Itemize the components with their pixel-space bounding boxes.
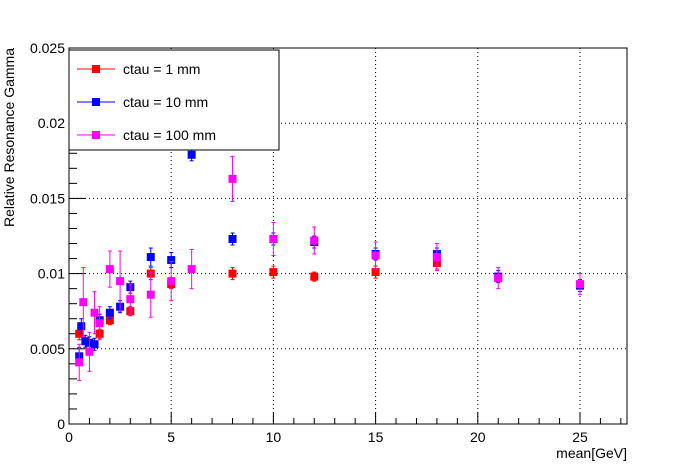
data-point bbox=[75, 358, 84, 367]
x-tick-label: 5 bbox=[167, 429, 175, 445]
data-point bbox=[90, 340, 99, 349]
data-point bbox=[81, 337, 90, 346]
data-point bbox=[432, 253, 441, 262]
data-point bbox=[187, 150, 196, 159]
legend-marker bbox=[92, 98, 100, 106]
data-point bbox=[85, 347, 94, 356]
y-tick-label: 0.015 bbox=[30, 190, 65, 206]
x-tick-label: 25 bbox=[572, 429, 588, 445]
data-point bbox=[575, 280, 584, 289]
data-point bbox=[77, 322, 86, 331]
legend-item: ctau = 100 mm bbox=[77, 127, 216, 143]
x-tick-label: 10 bbox=[266, 429, 282, 445]
data-point bbox=[494, 274, 503, 283]
legend-label: ctau = 1 mm bbox=[123, 61, 200, 77]
data-point bbox=[95, 319, 104, 328]
data-point bbox=[75, 329, 84, 338]
y-tick-label: 0.02 bbox=[38, 115, 65, 131]
x-tick-label: 15 bbox=[368, 429, 384, 445]
data-point bbox=[79, 298, 88, 307]
series-3 bbox=[75, 155, 584, 381]
data-point bbox=[167, 256, 176, 265]
x-axis-label: mean[GeV] bbox=[556, 445, 627, 461]
x-tick-label: 20 bbox=[470, 429, 486, 445]
axes: 0 5 10 15 20 25 0 0.005 0.01 0.015 0.02 0.025 bbox=[30, 40, 622, 445]
data-point bbox=[116, 277, 125, 286]
data-point bbox=[126, 295, 135, 304]
data-point bbox=[228, 174, 237, 183]
data-point bbox=[105, 308, 114, 317]
x-tick-label: 0 bbox=[65, 429, 73, 445]
y-tick-label: 0.025 bbox=[30, 40, 65, 56]
y-tick-label: 0 bbox=[57, 416, 65, 432]
data-point bbox=[228, 269, 237, 278]
data-point bbox=[105, 316, 114, 325]
legend-label: ctau = 10 mm bbox=[123, 94, 208, 110]
y-tick-label: 0.01 bbox=[38, 266, 65, 282]
legend-box bbox=[68, 49, 280, 151]
data-point bbox=[269, 268, 278, 277]
data-point bbox=[146, 290, 155, 299]
legend-marker bbox=[92, 131, 100, 139]
data-point bbox=[310, 272, 319, 281]
data-point bbox=[146, 253, 155, 262]
data-point bbox=[269, 235, 278, 244]
data-point bbox=[167, 277, 176, 286]
data-point bbox=[228, 235, 237, 244]
y-tick-label: 0.005 bbox=[30, 341, 65, 357]
y-axis-label: Relative Resonance Gamma bbox=[1, 48, 17, 227]
data-point bbox=[371, 251, 380, 260]
data-point bbox=[105, 265, 114, 274]
legend-item: ctau = 1 mm bbox=[77, 61, 200, 77]
legend: ctau = 1 mm ctau = 10 mm ctau = 100 mm bbox=[68, 49, 280, 151]
data-point bbox=[187, 265, 196, 274]
data-point bbox=[90, 308, 99, 317]
legend-item: ctau = 10 mm bbox=[77, 94, 208, 110]
plot-frame bbox=[68, 47, 628, 425]
data-marks bbox=[75, 148, 584, 381]
legend-marker bbox=[92, 65, 100, 73]
data-point bbox=[371, 268, 380, 277]
legend-label: ctau = 100 mm bbox=[123, 127, 216, 143]
data-point bbox=[310, 236, 319, 245]
